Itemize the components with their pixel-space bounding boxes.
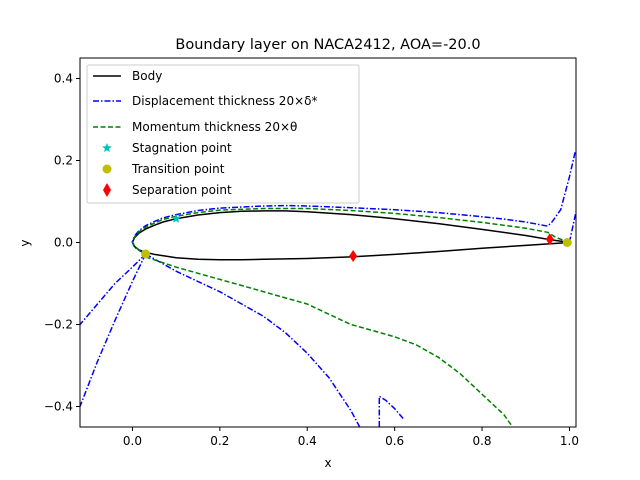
legend-label-body: Body [132, 69, 162, 83]
series-line-3 [80, 253, 147, 407]
y-tick-label: 0.4 [54, 72, 73, 86]
stagnation-point-marker [171, 213, 181, 223]
transition-point-marker [562, 238, 572, 247]
x-tick-label: 0.6 [385, 434, 404, 448]
legend-label-stagnation: Stagnation point [132, 141, 232, 155]
series-line-1 [131, 152, 576, 255]
legend-marker-transition [102, 164, 112, 174]
separation-point-marker [545, 233, 554, 246]
y-tick-label: −0.4 [44, 400, 73, 414]
series-line-0 [131, 210, 570, 261]
legend: Body Displacement thickness 20×δ* Moment… [86, 64, 360, 204]
series-line-2 [80, 253, 147, 325]
legend-box [86, 64, 360, 204]
separation-point-marker [349, 250, 358, 263]
series-line-4 [145, 253, 361, 427]
series-line-6 [568, 211, 576, 243]
series-layer [80, 152, 576, 427]
legend-label-displacement: Displacement thickness 20×δ* [132, 94, 317, 108]
x-tick-label: 0.4 [298, 434, 317, 448]
x-tick-label: 0.0 [123, 434, 142, 448]
legend-label-separation: Separation point [132, 183, 232, 197]
series-line-7 [131, 207, 570, 255]
x-tick-label: 0.2 [210, 434, 229, 448]
y-tick-label: 0.2 [54, 154, 73, 168]
series-line-5 [378, 395, 404, 427]
legend-marker-separation [103, 183, 111, 197]
x-axis: 0.0 0.2 0.4 0.6 0.8 1.0 [123, 427, 579, 448]
y-tick-label: −0.2 [44, 318, 73, 332]
x-tick-label: 1.0 [560, 434, 579, 448]
legend-star-shape [102, 143, 112, 152]
x-axis-label: x [324, 456, 331, 470]
y-axis-label: y [18, 239, 32, 246]
points-layer [141, 213, 572, 263]
series-line-8 [145, 256, 514, 427]
legend-label-momentum: Momentum thickness 20×θ [132, 120, 297, 134]
transition-point-marker [141, 249, 151, 259]
y-axis: −0.4 −0.2 0.0 0.2 0.4 [44, 72, 80, 414]
chart-title: Boundary layer on NACA2412, AOA=-20.0 [175, 37, 480, 53]
legend-label-transition: Transition point [131, 162, 225, 176]
y-tick-label: 0.0 [54, 236, 73, 250]
legend-marker-stagnation [102, 143, 112, 152]
x-tick-label: 0.8 [472, 434, 491, 448]
